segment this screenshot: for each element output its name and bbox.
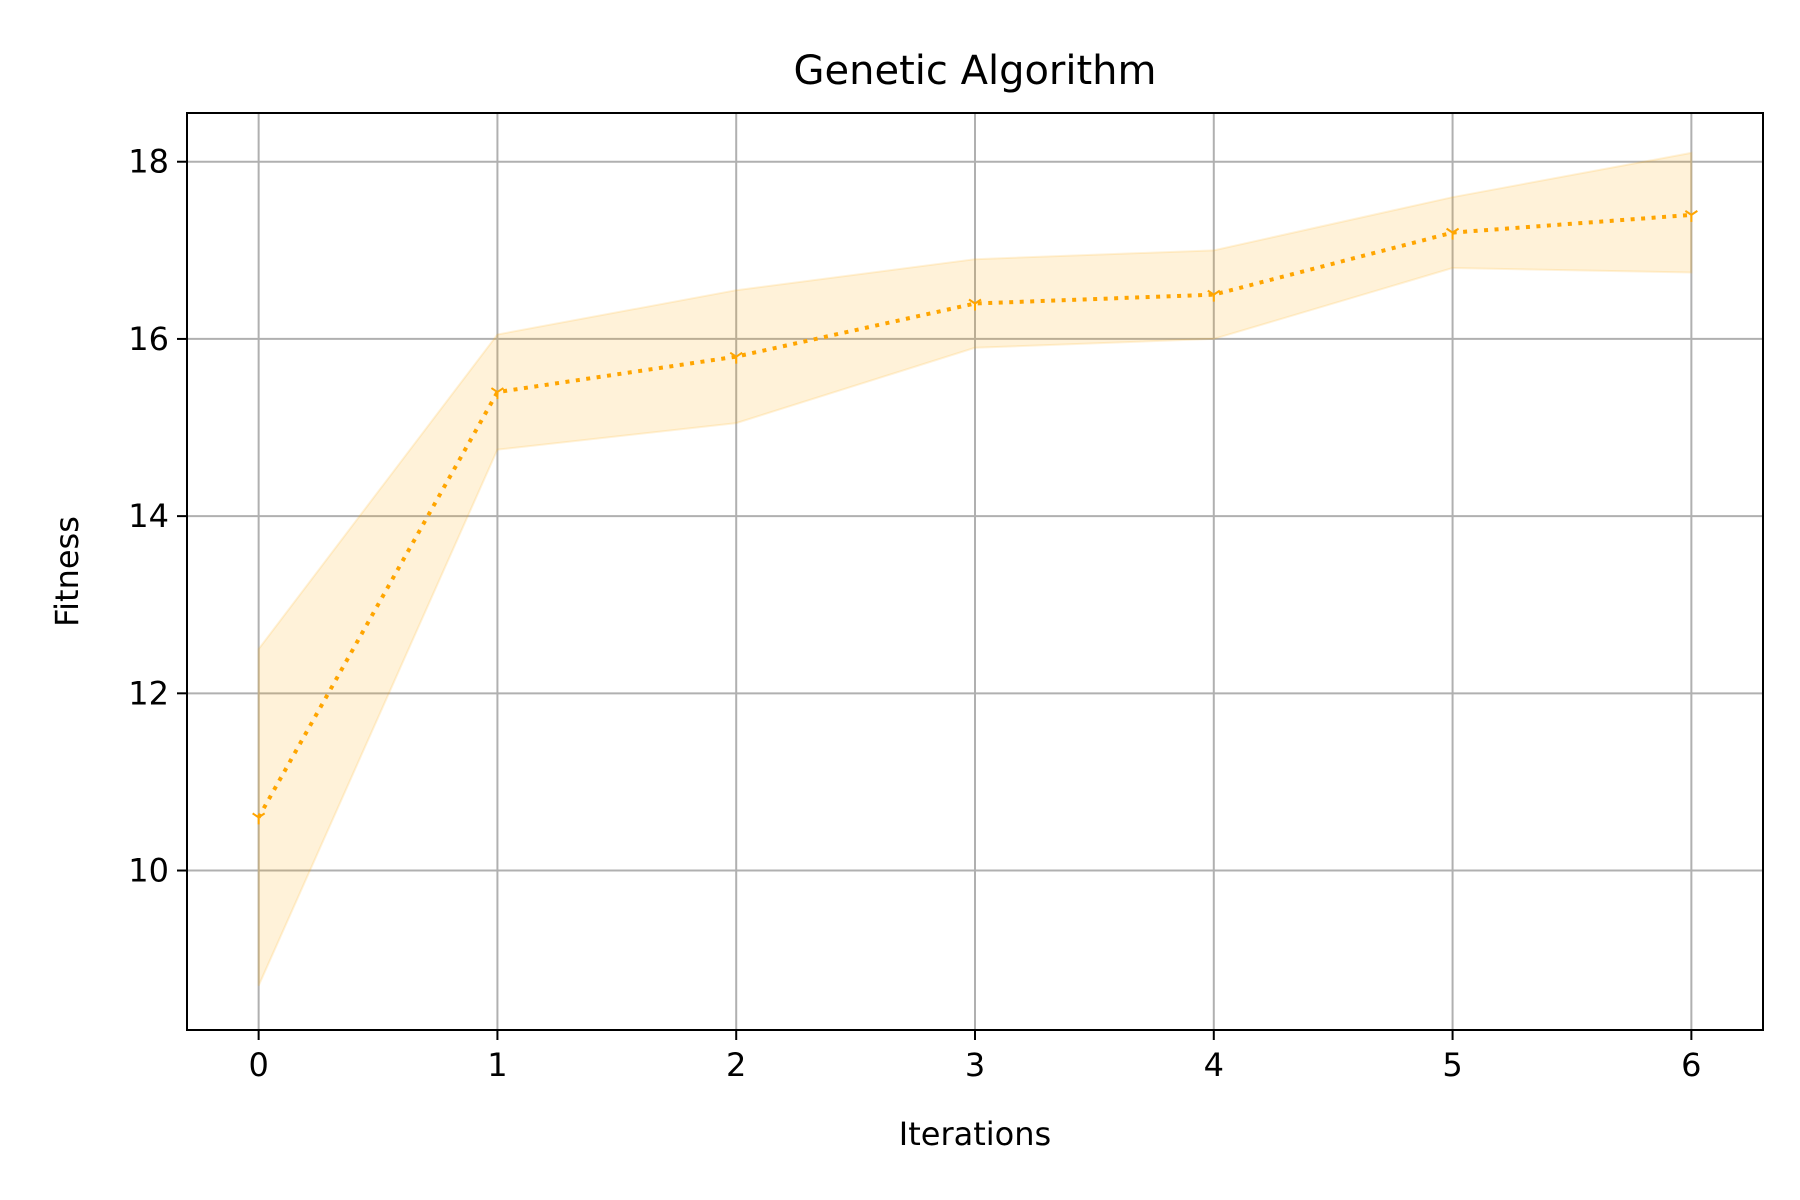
data-point	[490, 387, 504, 400]
y-tick-label: 18	[128, 143, 169, 181]
data-point	[1446, 227, 1460, 240]
data-point	[1684, 210, 1698, 222]
y-tick-label: 14	[128, 497, 169, 535]
x-tick-label: 6	[1681, 1046, 1701, 1084]
x-tick-label: 0	[248, 1046, 268, 1084]
x-tick-label: 3	[965, 1046, 985, 1084]
y-tick-label: 16	[128, 320, 169, 358]
data-point	[1207, 289, 1221, 302]
y-tick-label: 10	[128, 852, 169, 890]
x-axis-ticks: 0 1 2 3 4 5 6	[248, 1030, 1702, 1084]
x-tick-label: 1	[487, 1046, 507, 1084]
band-area-0	[257, 151, 1693, 987]
confidence-band	[257, 151, 1693, 987]
x-axis-label: Iterations	[899, 1115, 1051, 1153]
y-axis-label: Fitness	[48, 516, 86, 627]
x-tick-label: 2	[726, 1046, 746, 1084]
x-tick-label: 5	[1442, 1046, 1462, 1084]
data-point	[252, 812, 266, 825]
data-points	[252, 210, 1698, 825]
y-tick-label: 12	[128, 674, 169, 712]
data-point	[729, 351, 743, 364]
grid	[187, 113, 1763, 1030]
x-tick-label: 4	[1204, 1046, 1224, 1084]
data-point	[968, 298, 982, 311]
chart-title: Genetic Algorithm	[794, 48, 1157, 94]
y-axis-ticks: 10 12 14 16 18	[128, 143, 187, 890]
